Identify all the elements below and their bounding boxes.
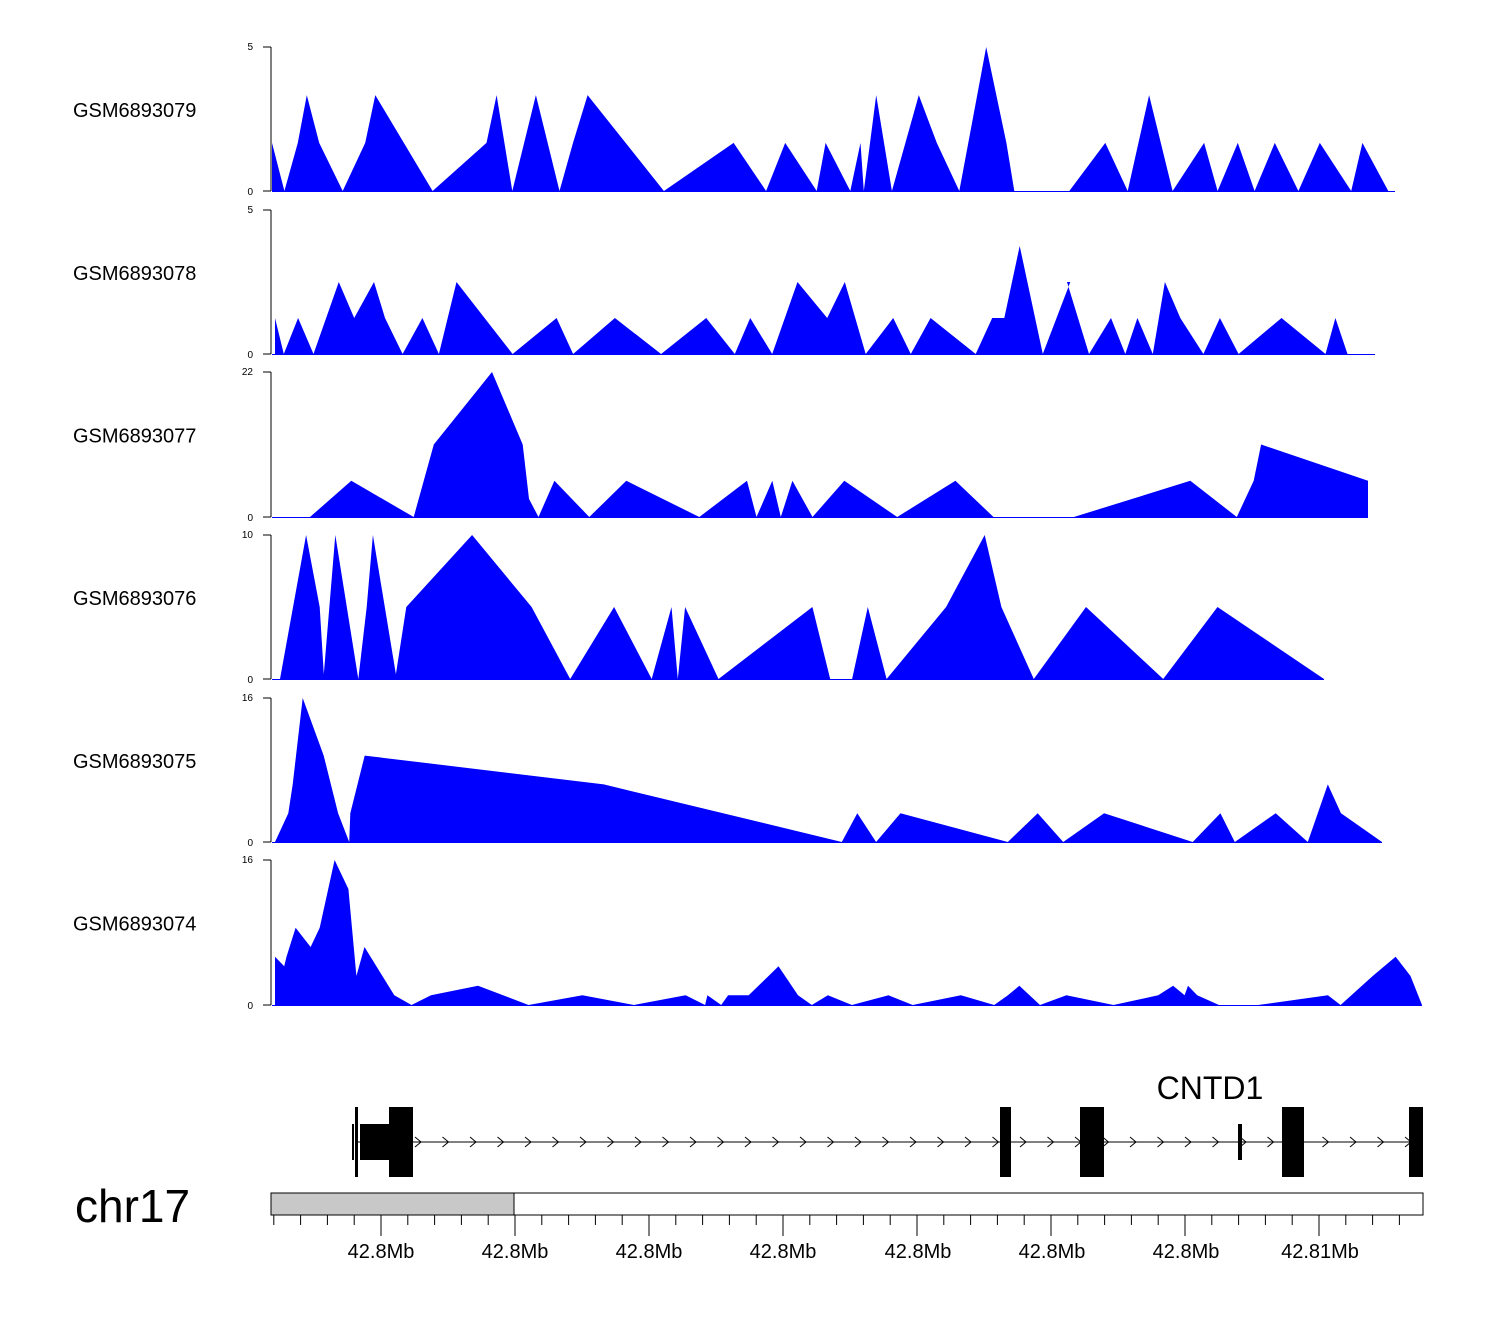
- genomic-scale-axis: 42.8Mb 42.8Mb 42.8Mb 42.8Mb 42.8Mb 42.8Mb 42.8…: [271, 1214, 1423, 1263]
- ideogram-highlight: [270, 1192, 515, 1216]
- strand-arrow: [1129, 1136, 1137, 1148]
- strand-arrow: [1267, 1136, 1275, 1148]
- coverage-track: 10 0 GSM6893076: [73, 530, 1324, 686]
- strand-arrow: [524, 1136, 532, 1148]
- y-axis-max-label: 16: [242, 693, 254, 704]
- strand-arrow: [744, 1136, 752, 1148]
- strand-arrow: [442, 1136, 450, 1148]
- strand-arrow: [992, 1136, 1000, 1148]
- sample-label: GSM6893075: [73, 751, 196, 773]
- coverage-area: [275, 860, 1422, 1005]
- y-axis-max-label: 5: [247, 205, 253, 216]
- coverage-area: [280, 535, 1324, 679]
- coverage-track: 16 0 GSM6893074: [73, 855, 1422, 1012]
- strand-arrow: [1349, 1136, 1357, 1148]
- strand-arrow: [579, 1136, 587, 1148]
- scale-tick-label: 42.8Mb: [1153, 1241, 1220, 1263]
- strand-arrow: [497, 1136, 505, 1148]
- strand-arrow: [634, 1136, 642, 1148]
- exon-block: [1409, 1107, 1423, 1177]
- exon-block: [360, 1124, 392, 1160]
- sample-label: GSM6893077: [73, 426, 196, 448]
- scale-tick-label: 42.8Mb: [885, 1241, 952, 1263]
- scale-tick-label: 42.8Mb: [750, 1241, 817, 1263]
- chromosome-label: chr17: [75, 1180, 190, 1232]
- exon-block: [389, 1107, 413, 1177]
- strand-arrow: [662, 1136, 670, 1148]
- strand-arrow: [1184, 1136, 1192, 1148]
- y-axis-max-label: 16: [242, 855, 254, 866]
- strand-arrow: [909, 1136, 917, 1148]
- scale-tick-label: 42.8Mb: [616, 1241, 683, 1263]
- coverage-track: 22 0 GSM6893077: [73, 367, 1368, 524]
- scale-tick-label: 42.8Mb: [1019, 1241, 1086, 1263]
- gene-track: CNTD1: [352, 1070, 1423, 1177]
- coverage-area: [310, 372, 1368, 517]
- coverage-area: [272, 47, 1395, 191]
- exon-block: [1282, 1107, 1304, 1177]
- strand-arrow: [607, 1136, 615, 1148]
- strand-arrow: [882, 1136, 890, 1148]
- scale-tick-label: 42.8Mb: [348, 1241, 415, 1263]
- strand-arrow: [1322, 1136, 1330, 1148]
- strand-arrow: [827, 1136, 835, 1148]
- coverage-track: 5 0 GSM6893079: [73, 42, 1395, 198]
- y-axis-min-label: 0: [247, 675, 253, 686]
- strand-arrow: [1212, 1136, 1220, 1148]
- strand-arrow: [1019, 1136, 1027, 1148]
- coverage-track: 5 0 GSM6893078: [73, 205, 1375, 361]
- strand-arrow: [937, 1136, 945, 1148]
- strand-arrow: [1047, 1136, 1055, 1148]
- strand-arrow: [772, 1136, 780, 1148]
- y-axis-min-label: 0: [247, 513, 253, 524]
- strand-arrow: [799, 1136, 807, 1148]
- sample-label: GSM6893076: [73, 588, 196, 610]
- coverage-area: [275, 698, 1382, 842]
- chromosome-ideogram: chr17: [75, 1180, 1424, 1232]
- exon-block: [355, 1107, 358, 1177]
- gene-label: CNTD1: [1157, 1070, 1264, 1106]
- strand-arrow: [689, 1136, 697, 1148]
- strand-arrow: [964, 1136, 972, 1148]
- y-axis-max-label: 10: [242, 530, 254, 541]
- y-axis-min-label: 0: [247, 187, 253, 198]
- y-axis-min-label: 0: [247, 350, 253, 361]
- sample-label: GSM6893074: [73, 914, 196, 936]
- exon-block: [1238, 1124, 1242, 1160]
- sample-label: GSM6893078: [73, 263, 196, 285]
- strand-arrow: [1102, 1136, 1110, 1148]
- strand-arrow: [1377, 1136, 1385, 1148]
- scale-tick-label: 42.8Mb: [482, 1241, 549, 1263]
- y-axis-max-label: 5: [247, 42, 253, 53]
- coverage-tracks: 5 0 GSM6893079 5 0 GSM6893078 22 0 GSM6893077 10 0…: [73, 42, 1422, 1012]
- strand-arrow: [717, 1136, 725, 1148]
- y-axis-min-label: 0: [247, 1001, 253, 1012]
- scale-tick-label: 42.81Mb: [1281, 1241, 1359, 1263]
- coverage-track: 16 0 GSM6893075: [73, 693, 1382, 849]
- exon-block: [352, 1124, 354, 1160]
- exon-block: [1000, 1107, 1011, 1177]
- exon-block: [1080, 1107, 1104, 1177]
- y-axis-min-label: 0: [247, 838, 253, 849]
- coverage-area: [275, 246, 1375, 354]
- strand-arrow: [414, 1136, 422, 1148]
- strand-arrow: [1157, 1136, 1165, 1148]
- strand-arrow: [552, 1136, 560, 1148]
- strand-arrow: [854, 1136, 862, 1148]
- y-axis-max-label: 22: [242, 367, 254, 378]
- strand-arrow: [469, 1136, 477, 1148]
- sample-label: GSM6893079: [73, 100, 196, 122]
